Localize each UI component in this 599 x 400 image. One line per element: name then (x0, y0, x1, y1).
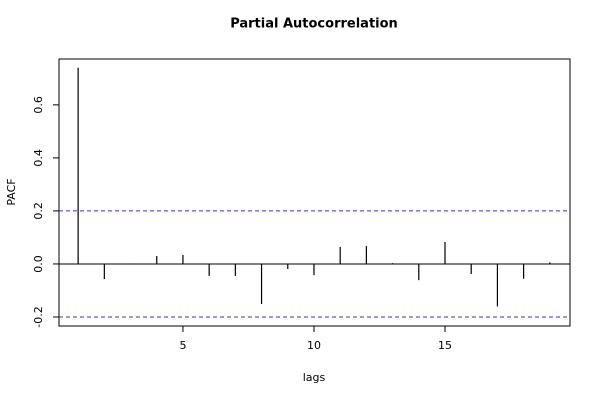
y-tick-label: 0.6 (32, 96, 45, 114)
y-tick-label: -0.2 (32, 306, 45, 327)
x-tick-label: 5 (179, 339, 186, 352)
y-axis-label: PACF (5, 178, 18, 205)
y-tick-label: 0.2 (32, 202, 45, 220)
plot-frame (58, 58, 571, 327)
x-axis-label: lags (303, 371, 326, 384)
chart-title: Partial Autocorrelation (230, 17, 398, 32)
y-tick-label: 0.0 (32, 255, 45, 273)
x-tick-label: 15 (438, 339, 452, 352)
x-tick-label: 10 (307, 339, 321, 352)
y-tick-label: 0.4 (32, 149, 45, 167)
